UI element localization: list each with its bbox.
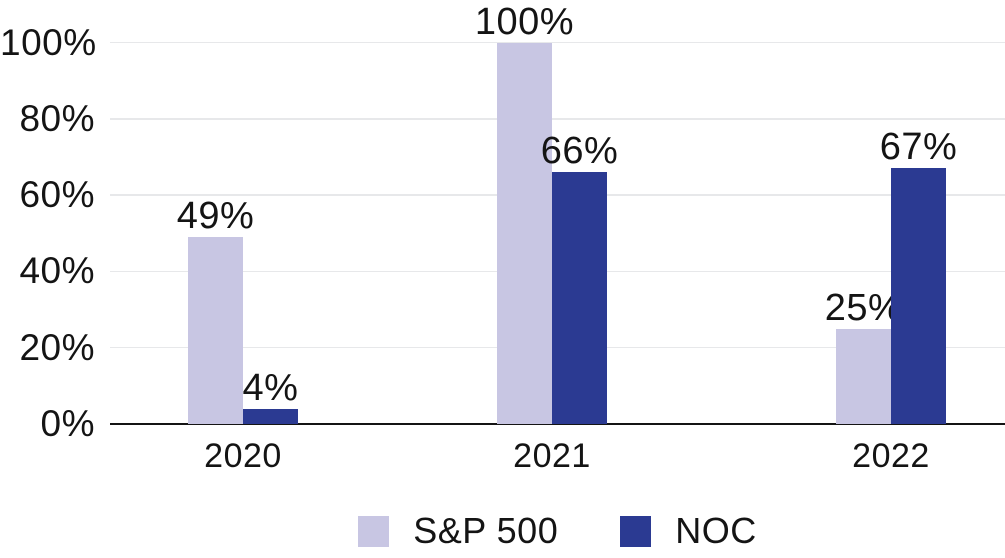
x-axis-label-2022: 2022 <box>852 437 930 475</box>
bar-value-label-s-p-500-2020: 49% <box>176 195 255 238</box>
legend-label-noc: NOC <box>675 510 757 551</box>
legend-swatch-s-p-500 <box>358 515 390 547</box>
legend-label-s-p-500: S&P 500 <box>413 510 559 551</box>
bar-value-label-noc-2022: 67% <box>879 126 958 169</box>
bar-s-p-500-2021 <box>497 42 552 424</box>
x-axis-label-2020: 2020 <box>204 437 282 475</box>
bar-value-label-s-p-500-2021: 100% <box>474 0 575 43</box>
x-axis-label-2021: 2021 <box>513 437 591 475</box>
legend-item-s-p-500: S&P 500 <box>358 512 558 550</box>
y-axis-tick-label: 0% <box>40 403 95 444</box>
x-axis-line <box>110 422 1005 426</box>
y-axis-tick-label: 20% <box>19 326 95 368</box>
y-axis-tick-label: 100% <box>0 21 97 63</box>
chart-legend: S&P 500 NOC <box>110 511 1005 551</box>
bar-s-p-500-2020 <box>188 237 243 424</box>
bar-noc-2020 <box>243 408 298 424</box>
y-axis-tick-label: 60% <box>19 174 95 216</box>
bar-value-label-noc-2021: 66% <box>540 130 619 173</box>
bar-noc-2022 <box>891 168 946 424</box>
legend-item-noc: NOC <box>620 512 757 550</box>
bar-s-p-500-2022 <box>836 328 891 424</box>
legend-swatch-noc <box>620 515 652 547</box>
bar-value-label-noc-2020: 4% <box>242 366 299 409</box>
y-axis-tick-label: 40% <box>19 250 95 292</box>
bar-value-label-s-p-500-2022: 25% <box>824 286 903 329</box>
y-axis-tick-label: 80% <box>19 97 95 139</box>
y-gridline <box>110 118 1005 120</box>
bar-noc-2021 <box>552 172 607 424</box>
